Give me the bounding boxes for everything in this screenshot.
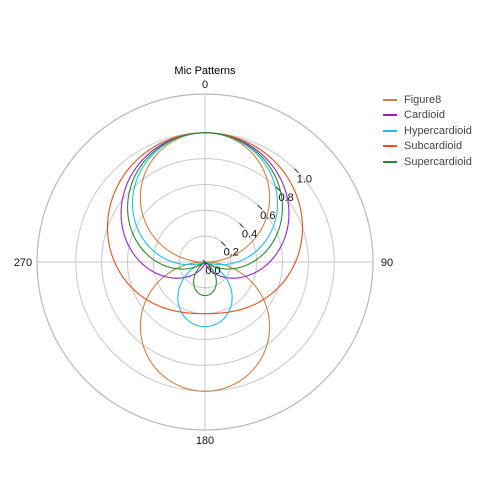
series-line-figure8 [139, 132, 271, 392]
legend-swatch [383, 98, 397, 101]
series-line-subcardioid [106, 132, 304, 315]
series-line-supercardioid [127, 132, 283, 297]
radial-tick-mark [294, 168, 299, 173]
angular-tick-label: 0 [202, 79, 208, 91]
chart-title: Mic Patterns [174, 65, 236, 77]
legend-item: Figure8 [383, 92, 472, 108]
legend-label: Hypercardioid [404, 124, 472, 137]
angular-tick-label: 270 [14, 257, 32, 269]
radial-tick-label: 0.0 [205, 265, 220, 277]
radial-tick-mark [239, 223, 244, 228]
radial-tick-mark [202, 259, 208, 265]
radial-tick-label: 0.4 [242, 228, 257, 240]
series-line-hypercardioid [131, 132, 279, 328]
legend-swatch [383, 129, 397, 132]
legend-label: Cardioid [404, 109, 445, 122]
legend-item: Supercardioid [383, 154, 472, 170]
radial-tick-mark [220, 241, 226, 247]
legend-swatch [383, 145, 397, 148]
radial-tick-label: 0.2 [224, 247, 239, 259]
legend-label: Subcardioid [404, 140, 463, 153]
radial-tick-label: 1.0 [297, 174, 312, 186]
radial-tick-label: 0.8 [278, 192, 293, 204]
radial-tick-label: 0.6 [260, 210, 275, 222]
angular-tick-label: 180 [196, 435, 214, 447]
legend-item: Subcardioid [383, 139, 472, 155]
legend-item: Hypercardioid [383, 123, 472, 139]
legend-label: Supercardioid [404, 155, 472, 168]
radial-tick-mark [257, 204, 263, 210]
legend-swatch [383, 114, 397, 117]
legend-item: Cardioid [383, 108, 472, 124]
angular-tick-label: 90 [381, 257, 393, 269]
tick-labels: 0 90 180 270 0.0 0.20.40.60.8 1.0 [14, 79, 393, 447]
legend-label: Figure8 [404, 93, 442, 106]
radial-tick-mark [275, 186, 281, 192]
legend: Figure8 Cardioid Hypercardioid Subcardio… [383, 92, 472, 170]
legend-swatch [383, 160, 397, 163]
